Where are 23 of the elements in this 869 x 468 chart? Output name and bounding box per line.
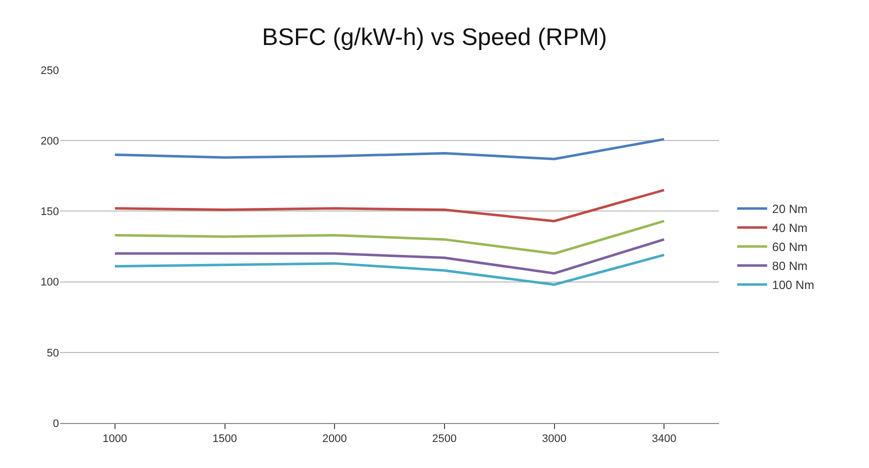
- chart-title: BSFC (g/kW-h) vs Speed (RPM): [262, 24, 607, 51]
- y-tick-label: 50: [46, 347, 59, 360]
- x-tick-label: 1500: [212, 433, 237, 446]
- legend-label: 100 Nm: [772, 278, 814, 292]
- legend-label: 60 Nm: [772, 240, 808, 254]
- x-tick-label: 2500: [432, 433, 457, 446]
- x-tick-label: 3400: [652, 433, 676, 446]
- line-series: [114, 254, 666, 286]
- line-series: [114, 238, 666, 275]
- y-tick-label: 250: [40, 64, 59, 77]
- legend-label: 20 Nm: [772, 202, 808, 216]
- y-tick-label: 0: [52, 418, 59, 430]
- line-series: [114, 220, 666, 255]
- line-series: [114, 188, 666, 222]
- y-tick-label: 100: [40, 276, 59, 289]
- x-tick-label: 2000: [322, 433, 347, 446]
- y-tick-label: 150: [40, 206, 59, 218]
- y-tick-label: 200: [40, 135, 59, 148]
- x-tick-label: 3000: [542, 433, 566, 446]
- line-series: [114, 138, 666, 160]
- legend-label: 80 Nm: [772, 259, 808, 274]
- legend-label: 40 Nm: [772, 221, 808, 236]
- x-tick-label: 1000: [102, 433, 128, 446]
